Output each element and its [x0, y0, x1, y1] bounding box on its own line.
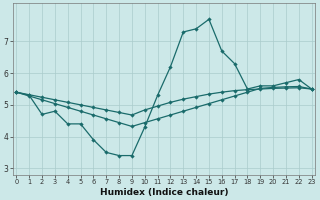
- X-axis label: Humidex (Indice chaleur): Humidex (Indice chaleur): [100, 188, 228, 197]
